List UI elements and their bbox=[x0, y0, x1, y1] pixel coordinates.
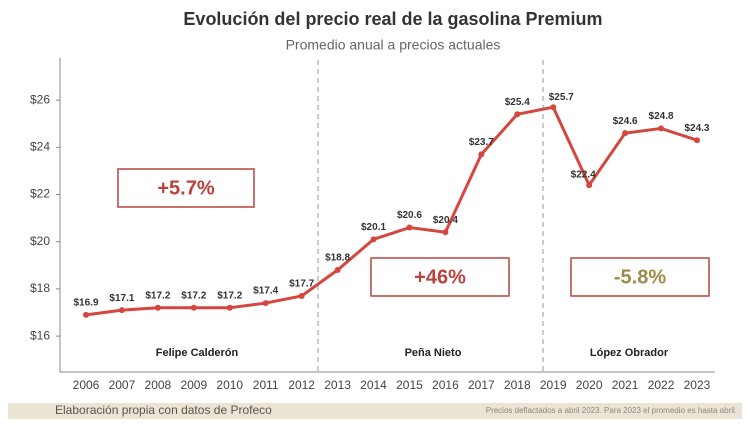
point bbox=[298, 292, 305, 299]
period-label: López Obrador bbox=[590, 347, 669, 359]
point bbox=[406, 224, 413, 231]
y-tick-label: $26 bbox=[30, 92, 50, 106]
x-tick-label: 2011 bbox=[253, 378, 279, 392]
point bbox=[550, 104, 557, 111]
point bbox=[83, 311, 89, 318]
y-tick-label: $18 bbox=[30, 281, 50, 295]
value-label: $23.7 bbox=[469, 137, 494, 148]
value-label: $16.9 bbox=[73, 298, 98, 309]
y-tick-label: $16 bbox=[30, 328, 50, 342]
value-label: $17.4 bbox=[253, 286, 278, 297]
point bbox=[586, 182, 593, 189]
point bbox=[622, 130, 629, 137]
chart-subtitle: Promedio anual a precios actuales bbox=[286, 37, 501, 53]
x-tick-label: 2012 bbox=[288, 378, 315, 392]
note: Precios deflactados a abril 2023. Para 2… bbox=[486, 406, 737, 415]
x-tick-label: 2013 bbox=[324, 378, 351, 392]
point bbox=[226, 304, 233, 311]
value-label: $17.2 bbox=[145, 290, 170, 301]
point bbox=[262, 300, 269, 307]
value-label: $25.4 bbox=[505, 97, 530, 108]
period-label: Peña Nieto bbox=[405, 347, 462, 359]
y-tick-label: $22 bbox=[30, 187, 50, 201]
value-label: $22.4 bbox=[571, 170, 596, 181]
x-tick-label: 2022 bbox=[648, 378, 675, 392]
annotation-box bbox=[570, 257, 710, 297]
point bbox=[442, 229, 449, 236]
y-tick-label: $24 bbox=[30, 139, 50, 153]
annotation-box bbox=[370, 257, 510, 297]
x-tick-label: 2006 bbox=[73, 378, 100, 392]
value-label: $17.7 bbox=[289, 279, 314, 290]
value-label: $24.8 bbox=[649, 111, 674, 122]
value-label: $24.6 bbox=[613, 116, 638, 127]
period-label: Felipe Calderón bbox=[156, 347, 239, 359]
value-label: $20.1 bbox=[361, 222, 386, 233]
x-tick-label: 2015 bbox=[396, 378, 423, 392]
point bbox=[514, 111, 521, 118]
value-label: $20.4 bbox=[433, 215, 458, 226]
annotation: +46% bbox=[414, 266, 466, 288]
x-tick-label: 2021 bbox=[612, 378, 639, 392]
x-tick-label: 2016 bbox=[432, 378, 459, 392]
point bbox=[118, 307, 125, 314]
chart-title: Evolución del precio real de la gasolina… bbox=[183, 9, 602, 29]
value-label: $20.6 bbox=[397, 210, 422, 221]
x-tick-label: 2018 bbox=[504, 378, 531, 392]
annotation: +5.7% bbox=[157, 177, 214, 199]
point bbox=[693, 137, 700, 144]
value-label: $25.7 bbox=[549, 92, 574, 103]
annotation-box bbox=[117, 168, 255, 208]
point bbox=[658, 125, 665, 132]
point bbox=[334, 267, 341, 274]
x-tick-label: 2007 bbox=[109, 378, 136, 392]
value-label: $17.1 bbox=[109, 293, 134, 304]
x-tick-label: 2008 bbox=[145, 378, 172, 392]
point bbox=[190, 304, 197, 311]
x-tick-label: 2010 bbox=[216, 378, 243, 392]
value-label: $17.2 bbox=[181, 290, 206, 301]
x-tick-label: 2009 bbox=[180, 378, 207, 392]
value-label: $17.2 bbox=[217, 290, 242, 301]
x-tick-label: 2020 bbox=[576, 378, 603, 392]
x-tick-label: 2019 bbox=[540, 378, 567, 392]
y-tick-label: $20 bbox=[30, 234, 50, 248]
source: Elaboración propia con datos de Profeco bbox=[55, 403, 272, 417]
x-tick-label: 2023 bbox=[684, 378, 711, 392]
footer-band bbox=[8, 403, 742, 419]
annotation: -5.8% bbox=[614, 266, 666, 288]
line bbox=[85, 105, 698, 317]
value-label: $24.3 bbox=[684, 123, 709, 134]
point bbox=[478, 151, 485, 158]
point bbox=[370, 236, 377, 243]
point bbox=[154, 304, 161, 311]
x-tick-label: 2014 bbox=[360, 378, 387, 392]
value-label: $18.8 bbox=[325, 253, 350, 264]
x-tick-label: 2017 bbox=[468, 378, 495, 392]
